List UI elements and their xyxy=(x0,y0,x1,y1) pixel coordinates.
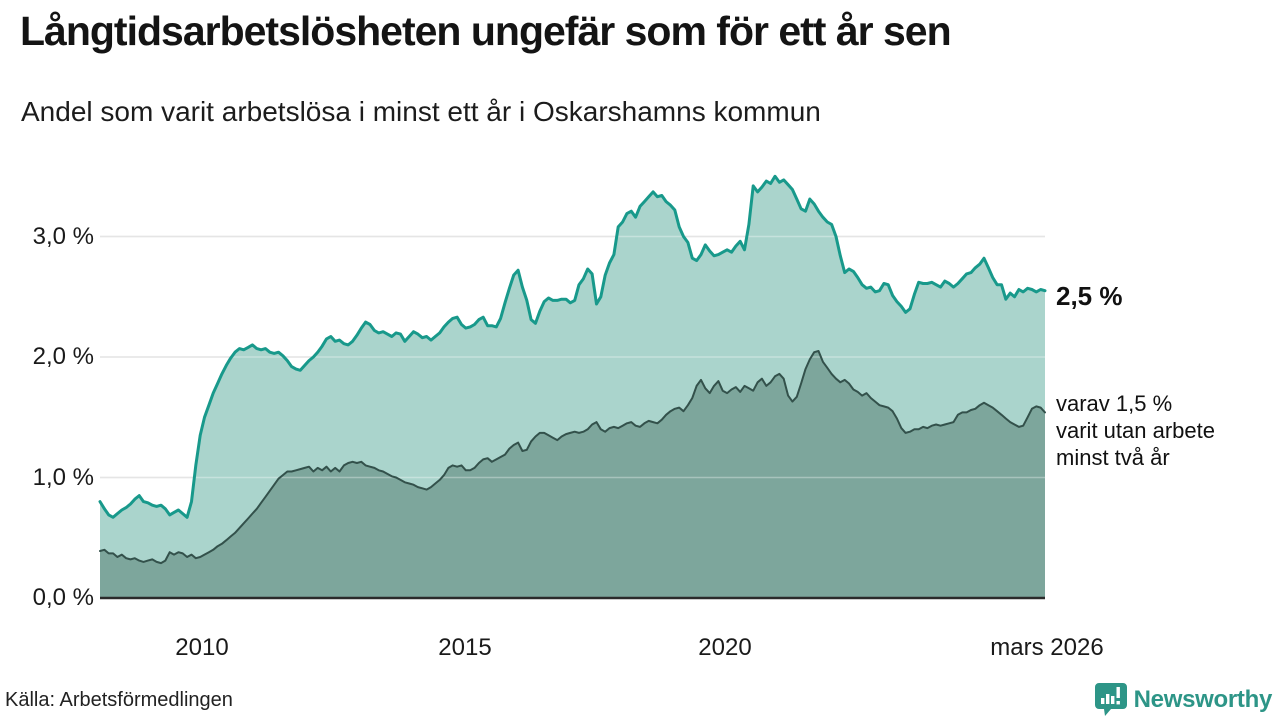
subset-label-line-2: varit utan arbete xyxy=(1056,418,1215,443)
bar-chart-speech-bubble-icon xyxy=(1094,682,1127,717)
end-value-label-total: 2,5 % xyxy=(1056,281,1123,311)
y-tick-3: 3,0 % xyxy=(32,223,94,250)
subset-label-line-3: minst två år xyxy=(1056,445,1170,470)
end-value-label-subset: varav 1,5 % varit utan arbete minst två … xyxy=(1056,390,1215,471)
x-tick-2020: 2020 xyxy=(698,634,752,661)
source-attribution: Källa: Arbetsförmedlingen xyxy=(5,689,233,711)
newsworthy-logo[interactable]: Newsworthy xyxy=(1094,682,1273,717)
x-tick-2015: 2015 xyxy=(438,634,492,661)
chart-subtitle: Andel som varit arbetslösa i minst ett å… xyxy=(21,96,821,127)
y-tick-0: 0,0 % xyxy=(32,584,94,611)
page-title: Långtidsarbetslösheten ungefär som för e… xyxy=(20,8,952,54)
x-tick-mars-2026: mars 2026 xyxy=(990,634,1104,661)
series-subset-line xyxy=(99,350,1046,565)
subset-label-line-1: varav 1,5 % xyxy=(1056,391,1173,416)
newsworthy-wordmark: Newsworthy xyxy=(1133,685,1273,713)
series-total-line xyxy=(98,174,1047,519)
y-tick-2: 2,0 % xyxy=(32,343,94,370)
series-subset-area xyxy=(100,351,1045,598)
y-tick-1: 1,0 % xyxy=(32,464,94,491)
x-tick-2010: 2010 xyxy=(175,634,229,661)
